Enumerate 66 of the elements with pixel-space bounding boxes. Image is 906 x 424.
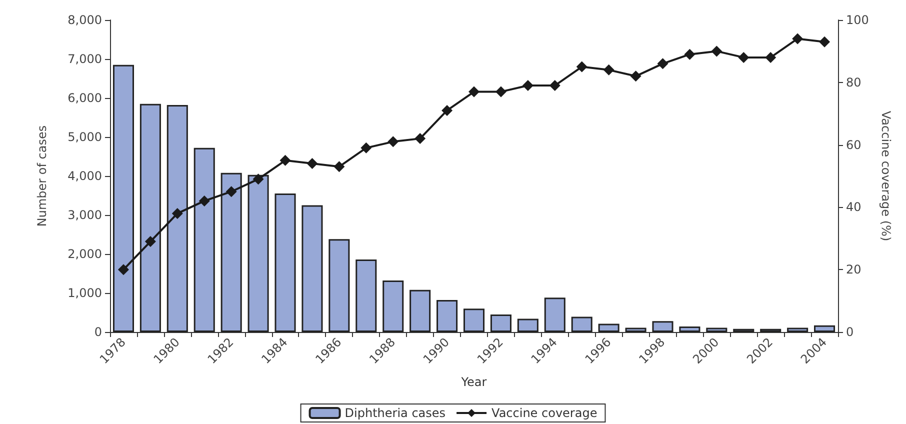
y-tick-label: 3,000: [68, 208, 102, 222]
point: [495, 86, 506, 98]
point: [252, 174, 264, 185]
y-tick-label: 7,000: [68, 52, 102, 66]
point: [684, 48, 696, 60]
point: [414, 133, 426, 144]
point: [280, 154, 291, 166]
bar: [706, 328, 728, 332]
bar: [382, 280, 404, 332]
y2-tick-label: 60: [846, 138, 862, 152]
point: [118, 264, 129, 276]
bar: [598, 324, 620, 332]
y-tick-label: 5,000: [68, 130, 102, 144]
y2-tick-label: 0: [846, 325, 854, 339]
legend-label: Diphtheria cases: [344, 406, 446, 420]
y-axis-title: Number of cases: [35, 125, 49, 227]
bar: [302, 205, 323, 332]
bar: [625, 328, 646, 332]
point: [738, 52, 750, 63]
legend-label: Vaccine coverage: [492, 406, 598, 420]
bar: [787, 328, 808, 332]
y-tick-label: 0: [94, 325, 102, 339]
y2-tick-label: 40: [846, 200, 862, 214]
point: [549, 80, 560, 92]
point: [442, 104, 453, 116]
y-tick-label: 2,000: [68, 247, 102, 261]
point: [630, 70, 642, 82]
point: [522, 80, 534, 92]
bar: [490, 314, 512, 332]
point: [388, 136, 399, 148]
y2-tick-label: 100: [846, 13, 869, 27]
bar: [544, 298, 566, 332]
point: [576, 61, 588, 72]
y2-axis-title: Vaccine coverage (%): [878, 110, 893, 242]
bar: [436, 300, 458, 332]
bar: [571, 316, 592, 332]
y2-tick-label: 20: [846, 262, 862, 277]
point: [306, 158, 318, 170]
x-axis-title: Year: [460, 375, 487, 389]
point: [334, 161, 345, 172]
point: [819, 36, 830, 48]
point: [603, 64, 614, 76]
y-tick-label: 6,000: [68, 91, 102, 105]
y2-tick-label: 80: [846, 75, 862, 90]
point: [360, 142, 372, 154]
y-tick-label: 1,000: [68, 286, 102, 300]
point: [226, 186, 237, 198]
bar: [652, 321, 674, 332]
bar: [463, 308, 485, 332]
y-tick-label: 8,000: [68, 13, 102, 27]
point: [657, 58, 668, 70]
bar: [679, 326, 700, 332]
bar: [814, 325, 836, 332]
bar: [328, 239, 350, 332]
point: [765, 52, 776, 63]
bar: [410, 290, 431, 332]
y-tick-label: 4,000: [68, 169, 102, 183]
point: [198, 195, 210, 206]
bar: [274, 194, 296, 332]
point: [172, 208, 183, 219]
bar: [517, 318, 538, 332]
point: [468, 86, 480, 98]
bar: [356, 259, 377, 332]
point: [792, 33, 804, 44]
point: [144, 236, 156, 248]
point: [711, 46, 722, 57]
